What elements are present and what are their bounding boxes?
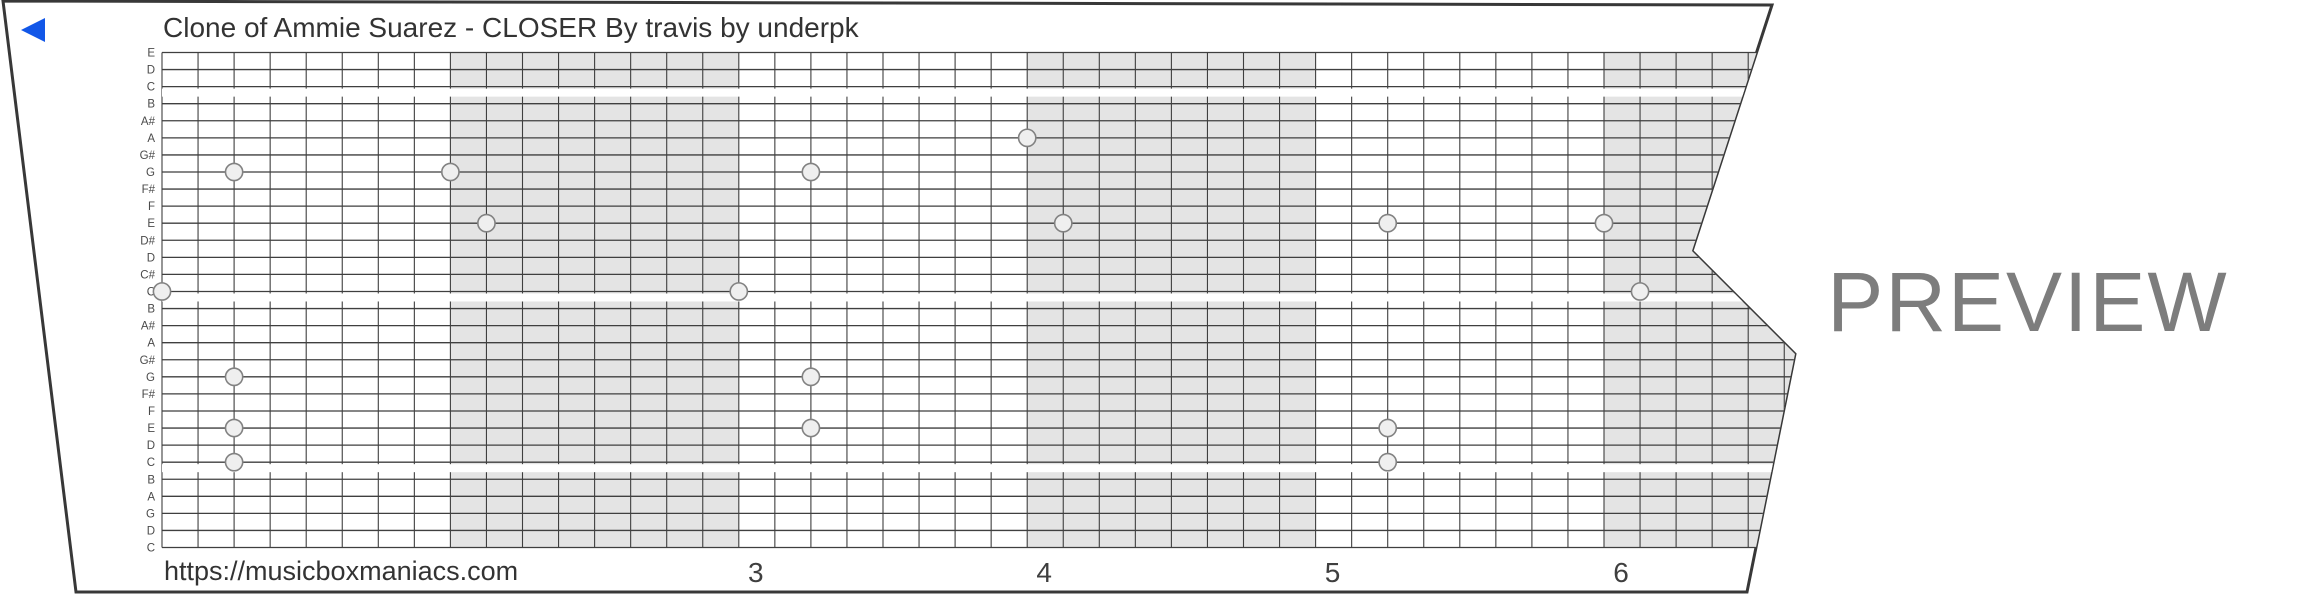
note-E [1378,213,1398,233]
row-label: C [147,82,155,94]
row-label: G# [140,150,156,162]
row-label: G [146,508,155,520]
row-label: G# [140,355,156,367]
note-C [1378,452,1398,472]
row-label: C# [140,269,155,281]
measure-number: 4 [1036,557,1052,588]
octave-band [162,464,1795,473]
play-arrow-icon[interactable] [21,18,45,42]
note-G [224,367,244,387]
note-E [224,418,244,438]
row-label: A [147,133,155,145]
note-E [801,418,821,438]
row-label: F [148,406,155,418]
row-label: C [147,457,155,469]
note-G [801,367,821,387]
row-label: A# [141,321,156,333]
row-label: A# [141,116,156,128]
note-E [1378,418,1398,438]
row-label: B [147,474,155,486]
row-label: F [148,201,155,213]
octave-band [162,88,1795,97]
row-label: E [147,218,155,230]
row-label: B [147,99,155,111]
row-label: E [147,48,155,60]
row-label: D# [140,235,155,247]
row-label: G [146,372,155,384]
note-C [729,282,749,301]
measure-number: 5 [1325,557,1341,588]
note-C [152,282,172,301]
row-label: A [147,491,155,503]
preview-watermark: PREVIEW [1827,255,2228,349]
row-label: D [147,525,155,537]
row-label: C [147,543,155,555]
grid-note-lines [162,51,1795,549]
octave-band [162,293,1795,302]
row-label: G [146,167,155,179]
row-label: D [147,65,155,77]
measure-number: 6 [1613,557,1629,588]
note-E [1594,213,1614,233]
octave-white-bands [162,88,1795,473]
row-label: E [147,423,155,435]
row-label: A [147,338,155,350]
note-E [477,213,496,233]
page-title: Clone of Ammie Suarez - CLOSER By travis… [163,12,860,43]
note-G [440,162,460,182]
note-C [224,452,244,472]
row-label: D [147,440,155,452]
site-url: https://musicboxmaniacs.com [164,556,518,586]
row-label: D [147,252,155,264]
row-label: F# [142,389,156,401]
row-label: B [147,304,155,316]
punched-notes [152,128,1650,472]
note-G [224,162,244,182]
row-label: C [147,286,155,298]
note-C [1630,282,1650,301]
note-G [801,162,821,182]
note-A [1017,128,1037,148]
note-E [1053,213,1073,233]
row-label: F# [142,184,156,196]
measure-numbers: 3 4 5 6 [748,557,1629,588]
measure-number: 3 [748,557,764,588]
